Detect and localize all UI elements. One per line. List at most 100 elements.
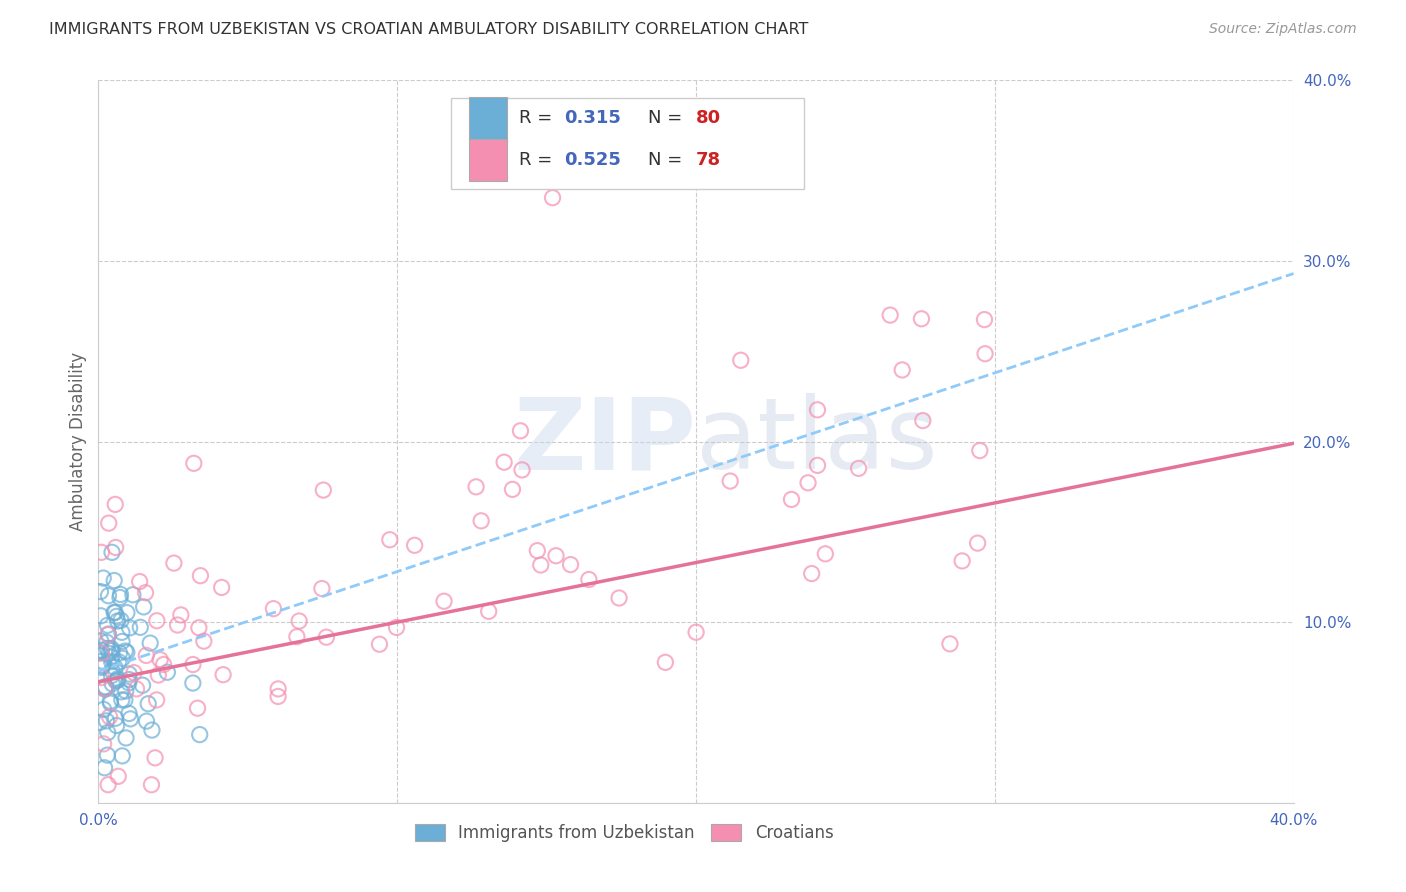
Point bbox=[98, 710, 121, 724]
Point bbox=[118, 673, 141, 687]
Point bbox=[93, 681, 115, 696]
Point bbox=[181, 657, 204, 672]
Point bbox=[170, 607, 193, 622]
Point bbox=[285, 630, 308, 644]
Point bbox=[111, 625, 134, 640]
Point bbox=[96, 618, 118, 632]
Point bbox=[91, 659, 114, 673]
Point bbox=[311, 582, 333, 596]
Point bbox=[163, 556, 186, 570]
Point bbox=[91, 654, 114, 668]
Point bbox=[122, 588, 145, 602]
Point bbox=[510, 463, 533, 477]
Point bbox=[385, 620, 408, 634]
Point bbox=[97, 778, 120, 792]
Point bbox=[378, 533, 401, 547]
Text: IMMIGRANTS FROM UZBEKISTAN VS CROATIAN AMBULATORY DISABILITY CORRELATION CHART: IMMIGRANTS FROM UZBEKISTAN VS CROATIAN A… bbox=[49, 22, 808, 37]
Point bbox=[90, 646, 112, 660]
Point bbox=[111, 634, 134, 648]
Point bbox=[806, 402, 828, 417]
Y-axis label: Ambulatory Disability: Ambulatory Disability bbox=[69, 352, 87, 531]
Point bbox=[560, 558, 582, 572]
Point bbox=[939, 637, 962, 651]
Point bbox=[100, 655, 122, 669]
Text: ZIP: ZIP bbox=[513, 393, 696, 490]
Point bbox=[146, 614, 169, 628]
Point bbox=[187, 701, 209, 715]
Point bbox=[128, 574, 150, 589]
Point bbox=[129, 620, 152, 634]
Point bbox=[578, 573, 600, 587]
Point bbox=[910, 311, 932, 326]
Point bbox=[100, 650, 122, 665]
Point bbox=[118, 621, 141, 635]
FancyBboxPatch shape bbox=[451, 98, 804, 189]
Point bbox=[974, 347, 997, 361]
Point bbox=[136, 697, 159, 711]
Point bbox=[114, 684, 136, 698]
Point bbox=[107, 655, 129, 669]
Point bbox=[98, 646, 121, 660]
Point bbox=[607, 591, 630, 605]
Text: 80: 80 bbox=[696, 109, 721, 127]
Point bbox=[125, 681, 148, 696]
Point bbox=[797, 475, 820, 490]
Point bbox=[470, 514, 492, 528]
Point bbox=[97, 627, 120, 641]
Point bbox=[183, 456, 205, 470]
Point bbox=[111, 651, 134, 665]
Point bbox=[90, 634, 112, 648]
Point bbox=[494, 455, 516, 469]
Point bbox=[105, 673, 128, 688]
Point bbox=[193, 634, 215, 648]
Point bbox=[501, 483, 523, 497]
Point bbox=[685, 625, 707, 640]
Point bbox=[806, 458, 828, 473]
Point bbox=[114, 644, 136, 658]
Text: N =: N = bbox=[648, 109, 688, 127]
Point bbox=[135, 714, 157, 728]
Text: 0.315: 0.315 bbox=[565, 109, 621, 127]
Point bbox=[110, 613, 132, 627]
Point bbox=[115, 606, 138, 620]
Point bbox=[152, 657, 174, 672]
Point bbox=[312, 483, 335, 497]
Text: 0.525: 0.525 bbox=[565, 151, 621, 169]
Point bbox=[103, 574, 125, 588]
Point bbox=[97, 725, 120, 739]
Point bbox=[94, 681, 117, 696]
Point bbox=[730, 353, 752, 368]
Point bbox=[368, 637, 391, 651]
Point bbox=[104, 606, 127, 620]
Point bbox=[315, 630, 337, 644]
Point bbox=[262, 601, 284, 615]
Point bbox=[973, 312, 995, 326]
Point bbox=[718, 474, 741, 488]
Point bbox=[98, 694, 121, 708]
Point bbox=[433, 594, 456, 608]
Point bbox=[509, 424, 531, 438]
Point bbox=[478, 604, 501, 618]
Text: R =: R = bbox=[519, 109, 558, 127]
Point bbox=[90, 545, 112, 559]
Point bbox=[654, 656, 676, 670]
Point bbox=[100, 643, 122, 657]
Point bbox=[966, 536, 988, 550]
Point bbox=[212, 667, 235, 681]
Point bbox=[101, 545, 124, 559]
Point bbox=[96, 641, 118, 656]
Point bbox=[104, 673, 127, 688]
Point bbox=[94, 681, 117, 695]
Point bbox=[544, 549, 567, 563]
Point bbox=[132, 599, 155, 614]
Point bbox=[135, 648, 157, 663]
Point bbox=[267, 681, 290, 696]
Point bbox=[950, 554, 973, 568]
Point bbox=[93, 761, 115, 775]
Point bbox=[97, 516, 120, 530]
Point bbox=[118, 675, 141, 690]
Point bbox=[879, 308, 901, 322]
Point bbox=[89, 646, 111, 660]
Point bbox=[120, 712, 142, 726]
Text: R =: R = bbox=[519, 151, 558, 169]
